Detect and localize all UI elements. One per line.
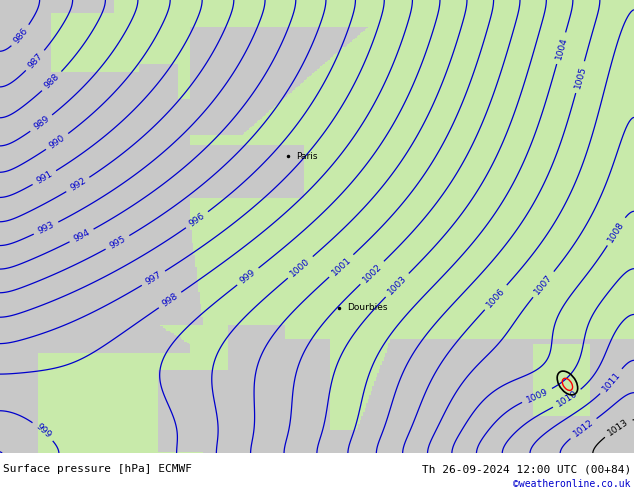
Text: 1006: 1006 <box>485 286 507 309</box>
Text: 987: 987 <box>26 51 44 70</box>
Text: 990: 990 <box>48 133 67 150</box>
Text: ©weatheronline.co.uk: ©weatheronline.co.uk <box>514 479 631 489</box>
Text: 1007: 1007 <box>533 272 554 296</box>
Text: 989: 989 <box>32 115 51 132</box>
Text: 998: 998 <box>160 292 179 309</box>
Text: 1005: 1005 <box>573 65 588 90</box>
Text: 986: 986 <box>11 26 30 45</box>
Text: 1000: 1000 <box>288 256 312 278</box>
Text: 1004: 1004 <box>553 36 569 60</box>
Text: 1008: 1008 <box>606 220 626 244</box>
Text: Dourbies: Dourbies <box>347 303 387 313</box>
Text: 993: 993 <box>36 220 56 236</box>
Text: 1013: 1013 <box>606 417 630 437</box>
Text: 996: 996 <box>188 211 207 228</box>
Text: 999: 999 <box>34 422 53 441</box>
Text: Paris: Paris <box>296 151 318 161</box>
Text: 988: 988 <box>42 72 61 91</box>
Text: 999: 999 <box>238 268 257 285</box>
Text: 991: 991 <box>35 170 54 186</box>
Text: Surface pressure [hPa] ECMWF: Surface pressure [hPa] ECMWF <box>3 465 192 474</box>
Text: Th 26-09-2024 12:00 UTC (00+84): Th 26-09-2024 12:00 UTC (00+84) <box>422 465 631 474</box>
Text: 994: 994 <box>72 228 91 244</box>
Text: 995: 995 <box>108 234 127 251</box>
Text: 1002: 1002 <box>361 262 384 284</box>
Text: 1003: 1003 <box>386 274 408 296</box>
Text: 1010: 1010 <box>555 389 579 409</box>
Text: 997: 997 <box>144 270 163 287</box>
Text: 1011: 1011 <box>600 370 623 393</box>
Text: 1012: 1012 <box>572 418 595 439</box>
Text: 1001: 1001 <box>330 255 353 277</box>
Text: 992: 992 <box>68 176 87 193</box>
Text: 1009: 1009 <box>525 387 550 404</box>
